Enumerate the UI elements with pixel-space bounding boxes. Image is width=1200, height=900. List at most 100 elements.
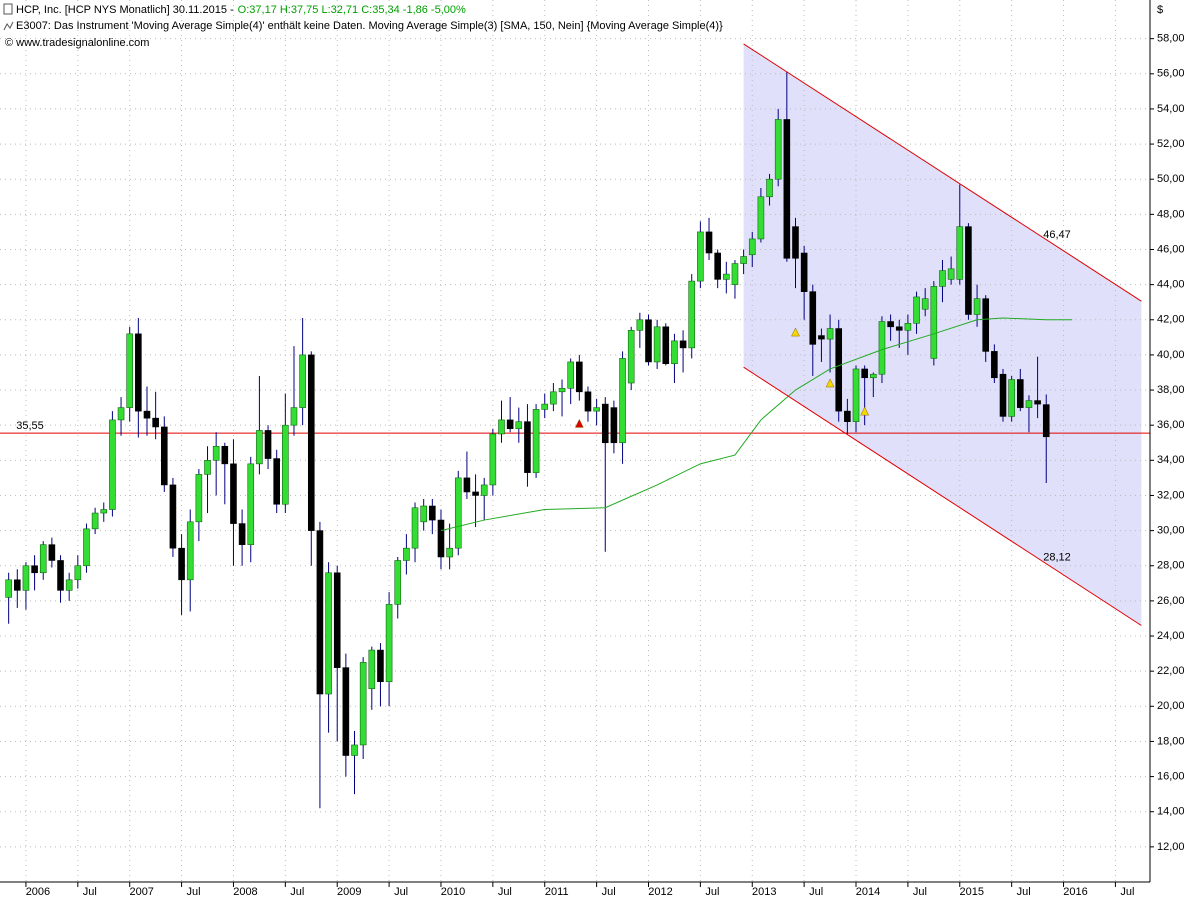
candle-body [1042,404,1050,438]
x-tick-label: Jul [187,886,201,898]
currency: $ [1157,4,1163,16]
candle-body [22,565,30,591]
candle-body [238,523,246,545]
y-tick-label: 20,00 [1157,700,1185,712]
candle-body [74,565,82,581]
candle-body [273,458,280,505]
y-tick-label: 22,00 [1157,665,1185,677]
y-tick-label: 32,00 [1157,489,1185,501]
candle-body [541,403,549,410]
candle-body [506,419,514,430]
candle-body [368,649,376,690]
y-tick-label: 12,00 [1157,841,1185,853]
y-tick-label: 18,00 [1157,735,1185,747]
candle-body [437,519,445,558]
candle-body [870,373,877,379]
candle-body [472,491,479,496]
candle-body [748,238,756,256]
candle-body [653,326,661,363]
candle-body [576,361,583,393]
candle-body [930,286,938,359]
candle-body [169,484,177,549]
candle-body [567,361,574,389]
candle-body [100,509,108,514]
candle-body [195,474,203,523]
candle-body [679,340,687,349]
quote: O:37,17 H:37,75 L:32,71 C:35,34 -1,86 -5… [238,4,466,16]
candle-body [264,430,272,459]
header-icon [3,3,13,15]
candle-body [463,477,471,493]
y-tick-label: 48,00 [1157,208,1185,220]
candle-body [204,460,211,475]
candle-body [403,547,410,561]
signal-marker [860,406,870,416]
candle-body [429,505,436,521]
candle-body [731,263,739,285]
candle-body [895,326,903,331]
candle-body [152,417,159,428]
title: HCP, Inc. [HCP NYS Monatlich] 30.11.2015… [16,4,234,16]
candle-body [593,407,600,412]
candle-body [861,368,868,379]
signal-marker [825,378,835,388]
candle-body [939,270,946,287]
candle-body [299,354,306,408]
candle-body [5,579,12,598]
candle-body [991,351,998,379]
candle-body [999,373,1007,417]
candle-body [256,430,263,465]
source: © www.tradesignalonline.com [5,37,149,49]
x-tick-label: 2007 [129,886,153,898]
candle-body [446,547,453,558]
y-tick-label: 44,00 [1157,279,1185,291]
y-tick-label: 52,00 [1157,138,1185,150]
candle-body [766,178,773,198]
candle-body [359,662,367,746]
candle-body [757,196,765,240]
y-tick-label: 28,00 [1157,560,1185,572]
y-tick-label: 54,00 [1157,103,1185,115]
y-tick-label: 40,00 [1157,349,1185,361]
y-tick-label: 46,00 [1157,243,1185,255]
candle-body [956,226,964,280]
candle-body [697,231,704,282]
x-tick-label: Jul [498,886,512,898]
x-tick-label: Jul [83,886,97,898]
candle-body [671,340,678,364]
candle-body [126,333,133,408]
candle-body [230,463,237,524]
candle-body [57,560,64,591]
candle-body [809,291,817,345]
candle-body [835,328,843,412]
candle-body [1034,400,1041,405]
candle-body [783,119,791,259]
candle-body [844,410,851,422]
candle-body [601,403,609,444]
candle-body [965,226,972,315]
candle-body [178,547,185,581]
candle-body [878,321,886,375]
channel-upper-label: 46,47 [1043,229,1071,241]
y-tick-label: 38,00 [1157,384,1185,396]
candle-body [91,512,99,530]
candle-body [947,268,955,280]
candle-body [610,407,618,444]
header: HCP, Inc. [HCP NYS Monatlich] 30.11.2015… [3,3,1163,49]
candle-body [1025,400,1033,408]
candle-body [550,391,557,405]
y-tick-label: 56,00 [1157,68,1185,80]
candle-body [636,319,644,331]
candle-body [48,544,56,561]
y-tick-label: 34,00 [1157,454,1185,466]
candle-body [792,226,799,259]
x-tick-label: 2010 [441,886,465,898]
candle-body [558,387,566,393]
candle-body [740,256,747,264]
candle-body [143,410,151,419]
y-tick-label: 14,00 [1157,806,1185,818]
candle-body [662,326,670,364]
channel-upper-line [743,43,1142,302]
candle-body [186,521,194,581]
